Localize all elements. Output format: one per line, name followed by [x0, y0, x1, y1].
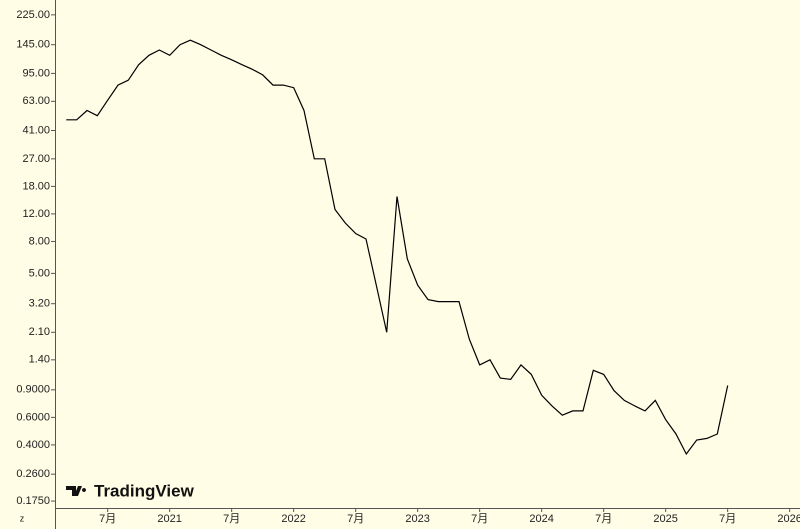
x-tick-label: 2022 [281, 513, 305, 525]
x-tick-label: 2023 [405, 513, 429, 525]
y-tick-label: 41.00 [22, 124, 50, 136]
y-tick-label: 145.00 [16, 39, 50, 51]
y-tick-label: 0.9000 [16, 384, 50, 396]
corner-label: z [20, 513, 25, 523]
x-tick-label: 2024 [529, 513, 553, 525]
x-tick-label: 7月 [347, 513, 364, 525]
y-tick-label: 8.00 [29, 235, 50, 247]
y-tick-label: 0.1750 [16, 495, 50, 507]
x-tick-label: 7月 [595, 513, 612, 525]
x-tick-label: 2026 [777, 513, 800, 525]
y-tick-label: 1.40 [29, 354, 50, 366]
y-tick-label: 2.10 [29, 326, 50, 338]
y-tick-label: 225.00 [16, 9, 50, 21]
x-tick-label: 7月 [471, 513, 488, 525]
y-tick-label: 5.00 [29, 267, 50, 279]
y-tick-label: 0.2600 [16, 468, 50, 480]
watermark: TradingView [94, 481, 195, 500]
y-tick-label: 12.00 [22, 208, 50, 220]
y-tick-label: 63.00 [22, 95, 50, 107]
y-tick-label: 3.20 [29, 298, 50, 310]
x-tick-label: 7月 [719, 513, 736, 525]
x-tick-label: 7月 [99, 513, 116, 525]
y-tick-label: 27.00 [22, 153, 50, 165]
y-tick-label: 18.00 [22, 180, 50, 192]
x-tick-label: 2021 [157, 513, 181, 525]
x-tick-label: 7月 [223, 513, 240, 525]
watermark-logo [66, 486, 87, 496]
y-tick-label: 95.00 [22, 67, 50, 79]
y-tick-label: 0.6000 [16, 411, 50, 423]
x-tick-label: 2025 [653, 513, 677, 525]
y-tick-label: 0.4000 [16, 439, 50, 451]
price-line [66, 39, 729, 456]
